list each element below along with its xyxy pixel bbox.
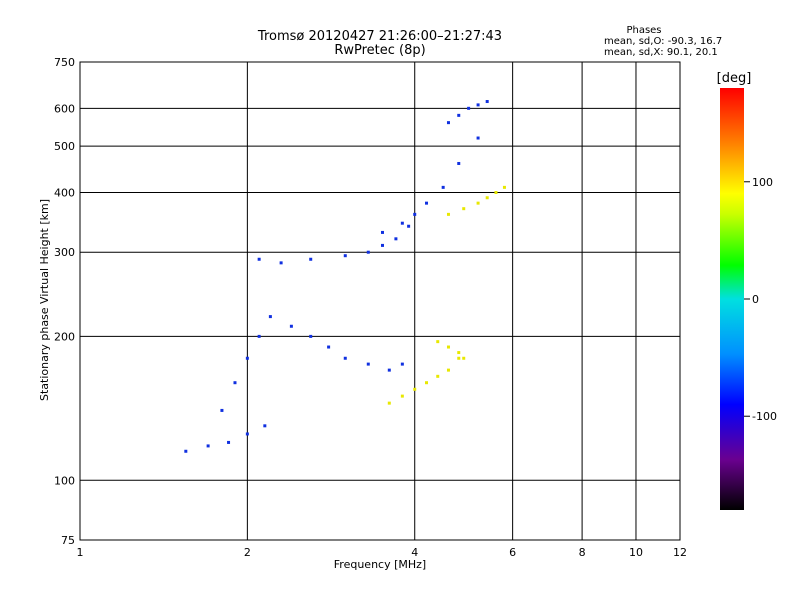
data-point xyxy=(245,356,249,360)
chart-subtitle: RwPretec (8p) xyxy=(334,43,425,58)
y-tick-label: 300 xyxy=(54,246,75,259)
data-point xyxy=(366,362,370,366)
data-point xyxy=(425,381,429,385)
data-point xyxy=(425,201,429,205)
data-point xyxy=(233,381,237,385)
data-point xyxy=(436,340,440,344)
data-point xyxy=(446,345,450,349)
data-point xyxy=(446,368,450,372)
data-point xyxy=(279,261,283,265)
data-point xyxy=(227,440,231,444)
colorbar-tick-label: -100 xyxy=(752,410,777,423)
data-point xyxy=(446,121,450,125)
data-point xyxy=(476,201,480,205)
data-point xyxy=(413,212,417,216)
x-axis-label: Frequency [MHz] xyxy=(334,558,426,571)
data-point xyxy=(387,368,391,372)
data-point xyxy=(394,237,398,241)
legend-heading: Phases xyxy=(626,25,661,36)
x-tick-label: 12 xyxy=(673,546,687,559)
data-point xyxy=(380,243,384,247)
data-point xyxy=(309,334,313,338)
data-point xyxy=(400,362,404,366)
data-point xyxy=(457,351,461,355)
data-point xyxy=(407,224,411,228)
colorbar-label: [deg] xyxy=(717,71,752,86)
data-point xyxy=(380,230,384,234)
data-point xyxy=(387,401,391,405)
legend-line-o: mean, sd,O: -90.3, 16.7 xyxy=(604,36,722,47)
data-point xyxy=(462,356,466,360)
y-tick-label: 100 xyxy=(54,474,75,487)
data-point xyxy=(343,356,347,360)
colorbar-tick-label: 0 xyxy=(752,293,759,306)
data-point xyxy=(400,221,404,225)
data-point xyxy=(502,185,506,189)
data-point xyxy=(220,408,224,412)
data-point xyxy=(485,100,489,104)
data-point xyxy=(257,257,261,261)
y-tick-label: 500 xyxy=(54,140,75,153)
y-tick-label: 750 xyxy=(54,56,75,69)
data-point xyxy=(309,257,313,261)
data-point xyxy=(441,185,445,189)
x-tick-label: 10 xyxy=(629,546,643,559)
x-tick-label: 8 xyxy=(579,546,586,559)
y-tick-label: 600 xyxy=(54,102,75,115)
y-axis-label: Stationary phase Virtual Height [km] xyxy=(38,199,51,401)
data-point xyxy=(268,315,272,319)
data-point xyxy=(206,444,210,448)
data-point xyxy=(446,212,450,216)
data-point xyxy=(327,345,331,349)
data-point xyxy=(245,432,249,436)
x-tick-label: 6 xyxy=(509,546,516,559)
colorbar-ticks: 100 0 -100 xyxy=(744,176,777,423)
x-tick-label: 1 xyxy=(77,546,84,559)
y-tick-label: 200 xyxy=(54,330,75,343)
data-point xyxy=(457,161,461,165)
data-point xyxy=(413,387,417,391)
data-point xyxy=(263,424,267,428)
data-point xyxy=(366,250,370,254)
data-point xyxy=(462,207,466,211)
data-point xyxy=(485,196,489,200)
x-tick-label: 4 xyxy=(411,546,418,559)
x-tick-label: 2 xyxy=(244,546,251,559)
plot-frame xyxy=(79,61,681,541)
data-point xyxy=(467,106,471,110)
data-point xyxy=(457,113,461,117)
data-point xyxy=(476,136,480,140)
data-point xyxy=(436,374,440,378)
colorbar-tick-label: 100 xyxy=(752,176,773,189)
data-point xyxy=(257,334,261,338)
legend-line-x: mean, sd,X: 90.1, 20.1 xyxy=(604,47,718,58)
data-point xyxy=(494,190,498,194)
data-point xyxy=(457,356,461,360)
data-point xyxy=(343,254,347,258)
data-point xyxy=(289,324,293,328)
chart-title: Tromsø 20120427 21:26:00–21:27:43 xyxy=(257,29,502,44)
data-point xyxy=(184,449,188,453)
y-tick-label: 75 xyxy=(61,534,75,547)
y-tick-label: 400 xyxy=(54,186,75,199)
colorbar xyxy=(720,88,744,510)
data-point xyxy=(400,394,404,398)
data-point xyxy=(476,103,480,107)
